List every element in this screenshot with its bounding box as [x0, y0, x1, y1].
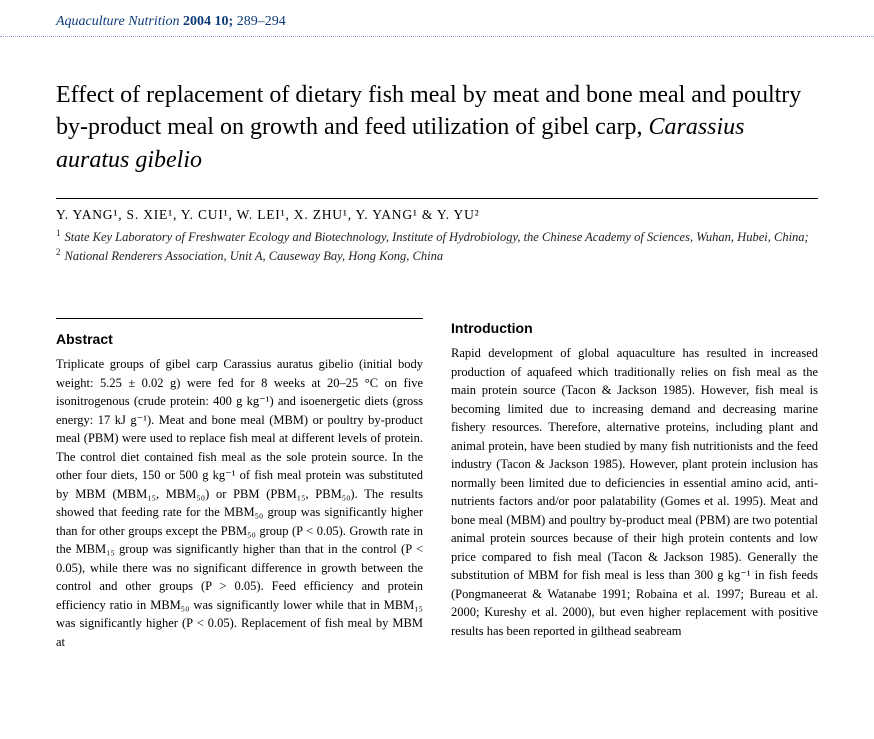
right-column: Introduction Rapid development of global…: [451, 318, 818, 652]
article-body: Effect of replacement of dietary fish me…: [0, 37, 874, 651]
two-column-body: Abstract Triplicate groups of gibel carp…: [56, 318, 818, 652]
intro-text: Rapid development of global aquaculture …: [451, 344, 818, 640]
journal-name: Aquaculture Nutrition: [56, 14, 180, 29]
affil-sup-1: 1: [56, 228, 65, 238]
abstract-rule: [56, 318, 423, 319]
author-list: Y. YANG¹, S. XIE¹, Y. CUI¹, W. LEI¹, X. …: [56, 198, 818, 223]
journal-pages: 289–294: [237, 14, 286, 29]
intro-heading: Introduction: [451, 318, 818, 339]
affil-2: National Renderers Association, Unit A, …: [65, 250, 444, 264]
journal-year-vol: 2004 10;: [183, 14, 233, 29]
article-title: Effect of replacement of dietary fish me…: [56, 79, 818, 176]
abstract-text: Triplicate groups of gibel carp Carassiu…: [56, 355, 423, 651]
abstract-heading: Abstract: [56, 329, 423, 350]
affil-sup-2: 2: [56, 247, 65, 257]
left-column: Abstract Triplicate groups of gibel carp…: [56, 318, 423, 652]
affil-1: State Key Laboratory of Freshwater Ecolo…: [65, 230, 809, 244]
affiliations: 1State Key Laboratory of Freshwater Ecol…: [56, 227, 818, 266]
journal-header: Aquaculture Nutrition 2004 10; 289–294: [0, 0, 874, 37]
